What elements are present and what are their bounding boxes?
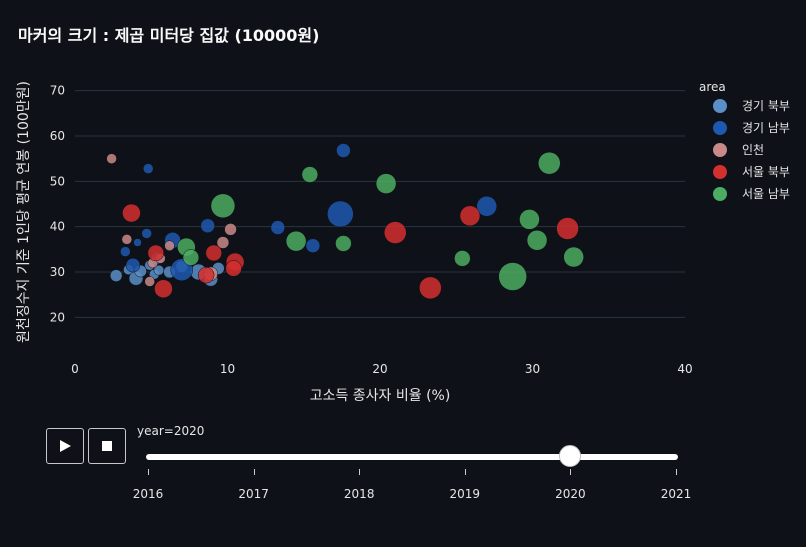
slider-step-tick <box>464 469 466 475</box>
y-tick-label: 70 <box>50 84 65 98</box>
chart-title: 마커의 크기 : 제곱 미터당 집값 (10000원) <box>18 26 320 45</box>
data-point[interactable] <box>133 238 142 247</box>
y-tick-label: 20 <box>50 310 65 324</box>
data-point[interactable] <box>335 235 352 252</box>
data-point[interactable] <box>164 240 175 251</box>
slider-current-value: year=2020 <box>137 424 205 438</box>
slider-step-label[interactable]: 2019 <box>449 487 481 501</box>
legend-label[interactable]: 인천 <box>742 142 764 157</box>
legend-marker[interactable] <box>713 99 727 113</box>
data-point[interactable] <box>305 238 321 253</box>
data-point[interactable] <box>476 196 497 217</box>
data-point[interactable] <box>384 221 407 244</box>
x-tick-label: 20 <box>372 362 387 376</box>
y-tick-label: 40 <box>50 220 65 234</box>
data-point[interactable] <box>375 173 397 194</box>
data-point[interactable] <box>459 205 481 227</box>
y-tick-label: 30 <box>50 265 65 279</box>
year-slider-handle[interactable] <box>559 445 582 467</box>
data-point[interactable] <box>519 209 540 230</box>
data-point[interactable] <box>419 276 442 300</box>
legend-marker[interactable] <box>713 165 727 179</box>
data-point[interactable] <box>285 230 307 252</box>
data-point[interactable] <box>109 269 123 282</box>
slider-step-label[interactable]: 2020 <box>555 487 586 501</box>
x-axis-title: 고소득 종사자 비율 (%) <box>310 388 451 404</box>
data-point[interactable] <box>454 250 471 267</box>
x-tick-label: 30 <box>525 362 540 376</box>
x-tick-label: 10 <box>220 362 235 376</box>
data-point[interactable] <box>197 266 215 284</box>
data-point[interactable] <box>125 257 141 273</box>
data-point[interactable] <box>120 246 131 257</box>
legend-marker[interactable] <box>713 187 727 201</box>
slider-step-label[interactable]: 2016 <box>132 487 164 501</box>
slider-step-label[interactable]: 2021 <box>660 487 692 501</box>
x-tick-label: 0 <box>71 362 79 376</box>
slider-step-tick <box>570 469 572 475</box>
data-point[interactable] <box>200 218 215 234</box>
data-point[interactable] <box>182 249 200 266</box>
legend-label[interactable]: 서울 북부 <box>742 165 790 179</box>
y-tick-label: 60 <box>50 129 65 143</box>
x-tick-label: 40 <box>677 362 692 376</box>
data-point[interactable] <box>216 236 230 249</box>
slider-step-label[interactable]: 2017 <box>238 487 269 501</box>
data-point[interactable] <box>210 193 236 219</box>
data-point[interactable] <box>154 279 173 299</box>
y-axis-title: 원천징수지 기준 1인당 평균 연봉 (100만원) <box>16 81 32 343</box>
data-point[interactable] <box>556 217 579 240</box>
slider-step-tick <box>253 469 255 475</box>
data-point[interactable] <box>225 260 242 277</box>
legend-title: area <box>699 80 726 94</box>
play-icon <box>60 440 71 452</box>
data-point[interactable] <box>327 200 354 228</box>
data-point[interactable] <box>526 230 548 251</box>
year-slider-track[interactable] <box>146 454 678 460</box>
stop-icon <box>102 441 112 451</box>
y-tick-labels: 20 30 40 50 60 70 <box>50 84 65 325</box>
legend-label[interactable]: 경기 북부 <box>742 99 790 113</box>
data-point[interactable] <box>538 151 561 175</box>
legend-label[interactable]: 서울 남부 <box>742 187 790 201</box>
data-point[interactable] <box>336 143 351 158</box>
data-point[interactable] <box>301 166 319 183</box>
data-point[interactable] <box>141 228 152 239</box>
data-point[interactable] <box>147 244 165 262</box>
slider-step-label[interactable]: 2018 <box>343 487 375 501</box>
data-point[interactable] <box>106 153 117 164</box>
data-point[interactable] <box>142 163 154 174</box>
legend-marker[interactable] <box>713 143 727 157</box>
legend-label[interactable]: 경기 남부 <box>742 121 790 135</box>
data-point[interactable] <box>563 246 584 268</box>
y-tick-label: 50 <box>50 174 65 188</box>
play-button[interactable] <box>46 428 84 464</box>
data-point[interactable] <box>205 244 223 262</box>
slider-step-tick <box>359 469 361 475</box>
data-point[interactable] <box>270 220 286 235</box>
data-point[interactable] <box>498 262 527 291</box>
data-point[interactable] <box>224 223 237 236</box>
scatter-chart: 20 30 40 50 60 70 0 10 20 30 40 고소득 종사자 비율 (%) 원천… <box>16 80 790 404</box>
x-tick-labels: 0 10 20 30 40 <box>71 362 692 376</box>
slider-step-tick <box>676 469 677 475</box>
legend-marker[interactable] <box>713 121 727 135</box>
data-point[interactable] <box>144 276 155 287</box>
stop-button[interactable] <box>88 428 126 464</box>
slider-step-tick <box>148 469 149 475</box>
data-point[interactable] <box>121 234 133 245</box>
data-point[interactable] <box>122 203 141 223</box>
data-points[interactable] <box>106 143 584 300</box>
